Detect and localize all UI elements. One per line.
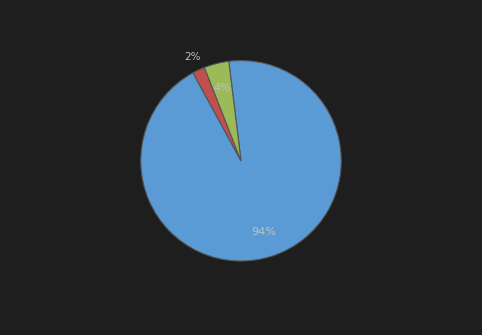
Wedge shape xyxy=(193,67,241,161)
Wedge shape xyxy=(141,61,341,261)
Wedge shape xyxy=(204,61,241,161)
Text: 2%: 2% xyxy=(185,52,201,62)
Text: 94%: 94% xyxy=(252,227,276,238)
Text: 4%: 4% xyxy=(214,83,231,93)
